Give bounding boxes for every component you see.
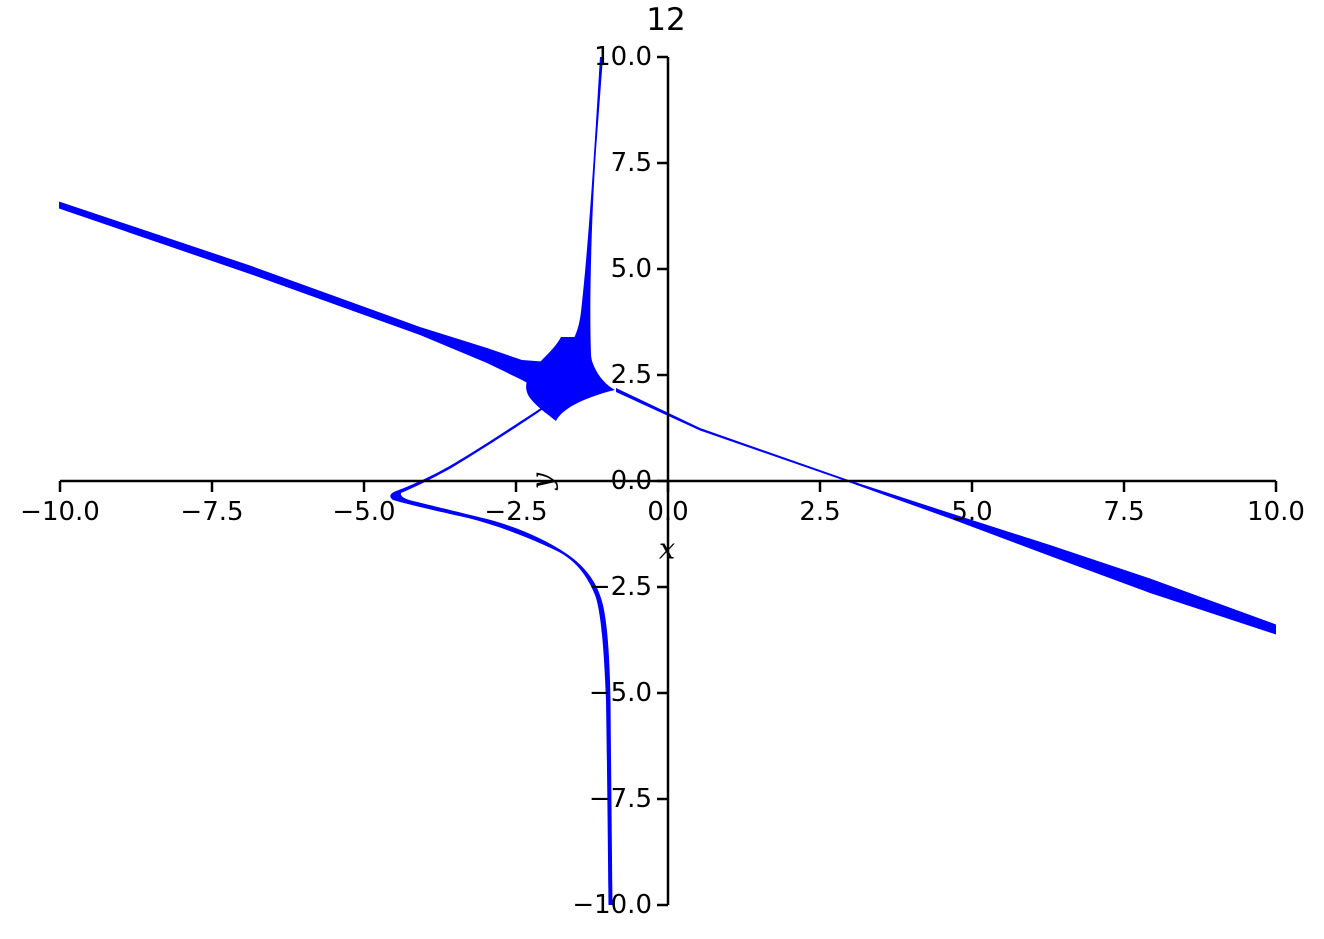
plot-title: 12 [646,2,686,38]
y-tick-label: −7.5 [588,784,652,814]
y-tick-label: −2.5 [588,572,652,602]
solution-curve-band-right [616,388,1276,635]
y-tick-label: 0.0 [610,466,652,496]
axes [58,55,1278,907]
x-axis-label: x [658,531,676,566]
y-tick-label: −10.0 [572,890,652,920]
y-tick-label: 10.0 [594,42,652,72]
solution-curve-vertical-band [551,57,603,369]
x-tick-label: 7.5 [1103,497,1145,527]
x-tick-label: −2.5 [484,497,548,527]
solution-curve-hook [390,403,613,905]
y-tick-label: −5.0 [588,678,652,708]
solution-curve-cluster [526,337,615,421]
x-tick-label: −7.5 [180,497,244,527]
x-tick-label: 0.0 [647,497,689,527]
x-tick-label: 10.0 [1247,497,1305,527]
y-tick-label: 5.0 [610,254,652,284]
solution-curves [59,57,1276,905]
x-tick-label: −10.0 [20,497,100,527]
solution-curve-band-left [59,201,562,402]
y-tick-label: 7.5 [610,148,652,178]
x-tick-label: 2.5 [799,497,841,527]
x-tick-label: 5.0 [951,497,993,527]
x-tick-label: −5.0 [332,497,396,527]
y-tick-label: 2.5 [610,360,652,390]
y-axis-label: y [524,472,559,490]
